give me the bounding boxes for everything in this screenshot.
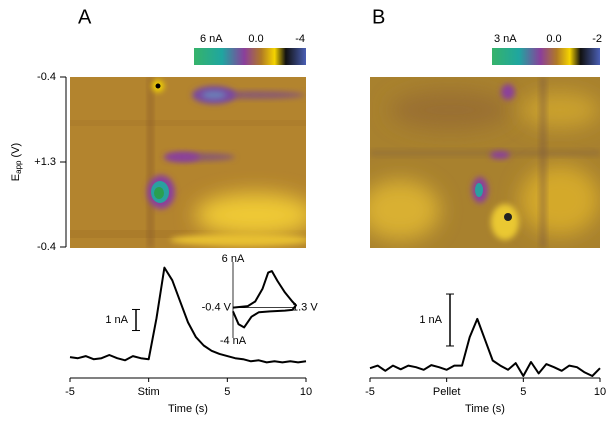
y-axis-label-unit: (V) bbox=[10, 143, 22, 158]
colorbar bbox=[194, 48, 306, 65]
colorbar-label: 0.0 bbox=[248, 33, 263, 45]
x-axis-label: Time (s) bbox=[465, 403, 505, 415]
x-tick-label: 10 bbox=[300, 386, 312, 398]
scale-bar-label: 1 nA bbox=[419, 314, 442, 326]
y-tick-label: -0.4 bbox=[37, 241, 56, 253]
trace bbox=[232, 270, 297, 329]
colorbar-label: 3 nA bbox=[494, 33, 517, 45]
y-axis-label-main: E bbox=[10, 174, 22, 181]
cv-x-label: 1.3 V bbox=[292, 302, 318, 314]
cv-x-label: -0.4 V bbox=[202, 302, 232, 314]
x-tick-label: -5 bbox=[365, 386, 375, 398]
colorbar bbox=[492, 48, 600, 65]
x-tick-label: -5 bbox=[65, 386, 75, 398]
x-tick-label: 5 bbox=[520, 386, 526, 398]
panel-label: A bbox=[78, 6, 92, 28]
x-tick-label: 5 bbox=[224, 386, 230, 398]
y-tick-label: +1.3 bbox=[34, 156, 56, 168]
colorbar-label: 0.0 bbox=[546, 33, 561, 45]
y-tick-label: -0.4 bbox=[37, 71, 56, 83]
x-tick-label: 10 bbox=[594, 386, 606, 398]
y-axis-label: Eapp (V) bbox=[10, 143, 23, 181]
colorbar-label: 6 nA bbox=[200, 33, 223, 45]
panel-label: B bbox=[372, 6, 385, 28]
trace bbox=[69, 266, 307, 364]
colorbar-label: -2 bbox=[592, 33, 602, 45]
y-axis-label-sub: app bbox=[14, 160, 23, 174]
scale-bar-label: 1 nA bbox=[105, 314, 128, 326]
cv-y-label: -4 nA bbox=[220, 335, 247, 347]
trace bbox=[369, 317, 601, 377]
color-plot bbox=[370, 77, 600, 248]
colorbar-label: -4 bbox=[295, 33, 305, 45]
x-tick-label: Pellet bbox=[433, 386, 461, 398]
x-tick-label: Stim bbox=[138, 386, 160, 398]
x-axis-label: Time (s) bbox=[168, 403, 208, 415]
color-plot bbox=[70, 77, 306, 248]
cv-y-label: 6 nA bbox=[222, 253, 245, 265]
